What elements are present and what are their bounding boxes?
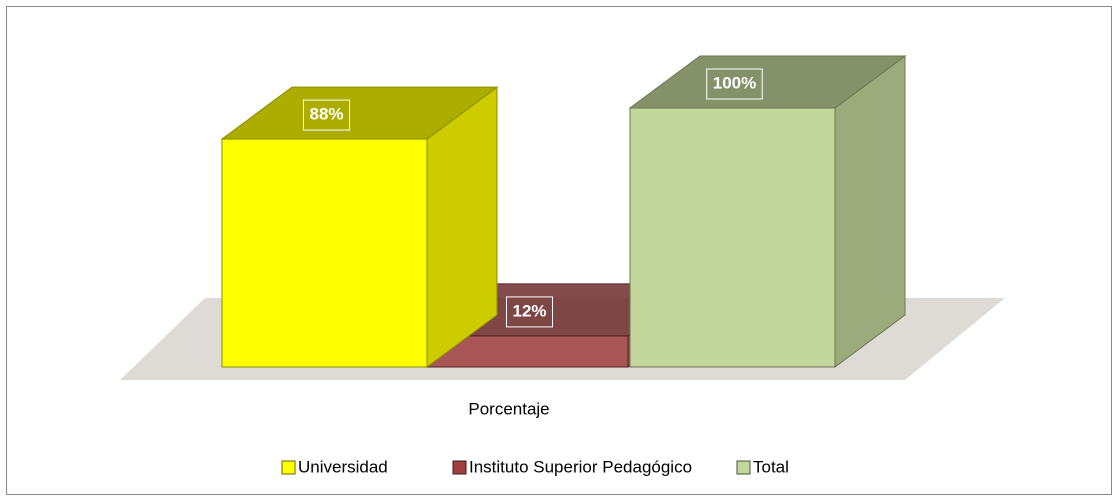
legend-swatch — [281, 460, 296, 475]
data-label-box — [302, 99, 351, 131]
legend-swatch — [736, 460, 751, 475]
data-label-box — [505, 296, 554, 328]
data-label: 88% — [309, 105, 343, 124]
bar — [629, 107, 836, 368]
legend-label: Total — [753, 457, 789, 476]
data-label: 100% — [713, 73, 756, 92]
legend-swatch — [452, 460, 467, 475]
category-label: Porcentaje — [468, 399, 549, 418]
legend-label: Universidad — [298, 457, 388, 476]
bar-side — [834, 55, 906, 368]
data-label: 12% — [512, 301, 546, 320]
legend-label: Instituto Superior Pedagógico — [469, 457, 692, 476]
data-label-box — [706, 68, 763, 100]
bar — [221, 138, 428, 368]
chart-frame — [6, 6, 1112, 495]
